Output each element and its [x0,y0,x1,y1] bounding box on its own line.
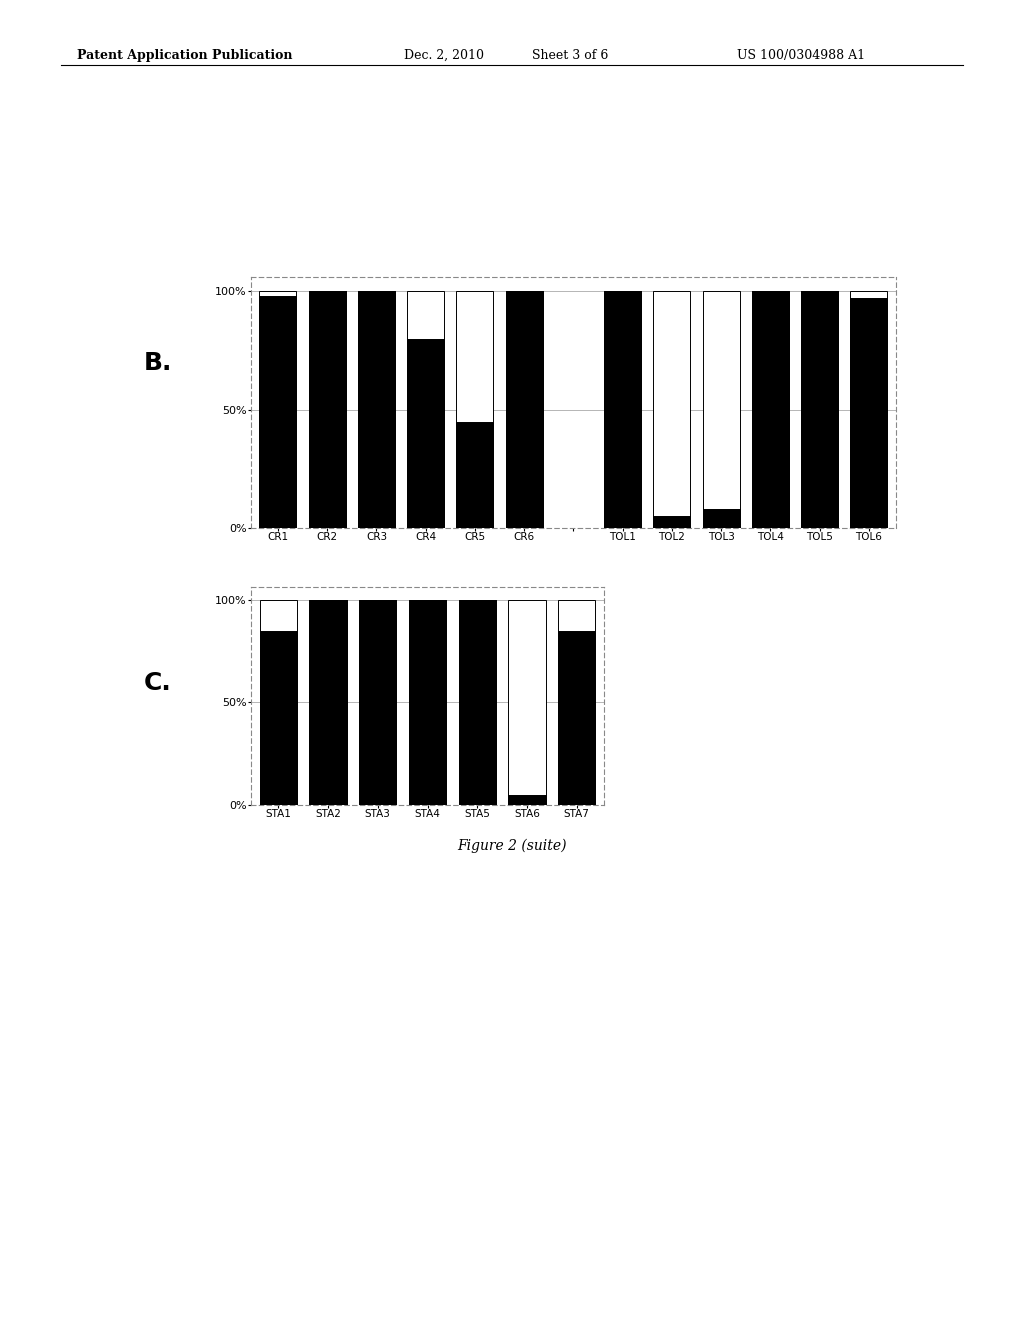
Bar [457,292,494,528]
Text: C.: C. [143,671,171,696]
Bar [851,298,888,528]
Bar [506,292,543,528]
Bar [309,292,346,528]
Bar [408,339,444,528]
Bar [555,292,592,528]
Bar [506,292,543,528]
Bar [309,599,347,805]
Text: Figure 2 (suite): Figure 2 (suite) [458,838,566,853]
Bar [358,292,395,528]
Bar [260,631,297,805]
Bar [558,631,595,805]
Text: B.: B. [143,351,172,375]
Bar [702,292,739,528]
Bar [801,292,838,528]
Bar [653,292,690,528]
Bar [409,599,446,805]
Bar [653,516,690,528]
Bar [459,599,496,805]
Bar [259,296,296,528]
Text: Sheet 3 of 6: Sheet 3 of 6 [532,49,609,62]
Bar [508,599,546,805]
Bar [259,292,296,528]
Bar [702,510,739,528]
Text: US 100/0304988 A1: US 100/0304988 A1 [737,49,865,62]
Bar [604,292,641,528]
Bar [801,292,838,528]
Text: Patent Application Publication: Patent Application Publication [77,49,292,62]
Bar [752,292,788,528]
Bar [752,292,788,528]
Bar [459,599,496,805]
Bar [457,421,494,528]
Bar [359,599,396,805]
Text: Dec. 2, 2010: Dec. 2, 2010 [404,49,484,62]
Bar [604,292,641,528]
Bar [409,599,446,805]
Bar [508,795,546,805]
Bar [558,599,595,805]
Bar [358,292,395,528]
Bar [309,292,346,528]
Bar [408,292,444,528]
Bar [851,292,888,528]
Bar [309,599,347,805]
Bar [359,599,396,805]
Bar [260,599,297,805]
